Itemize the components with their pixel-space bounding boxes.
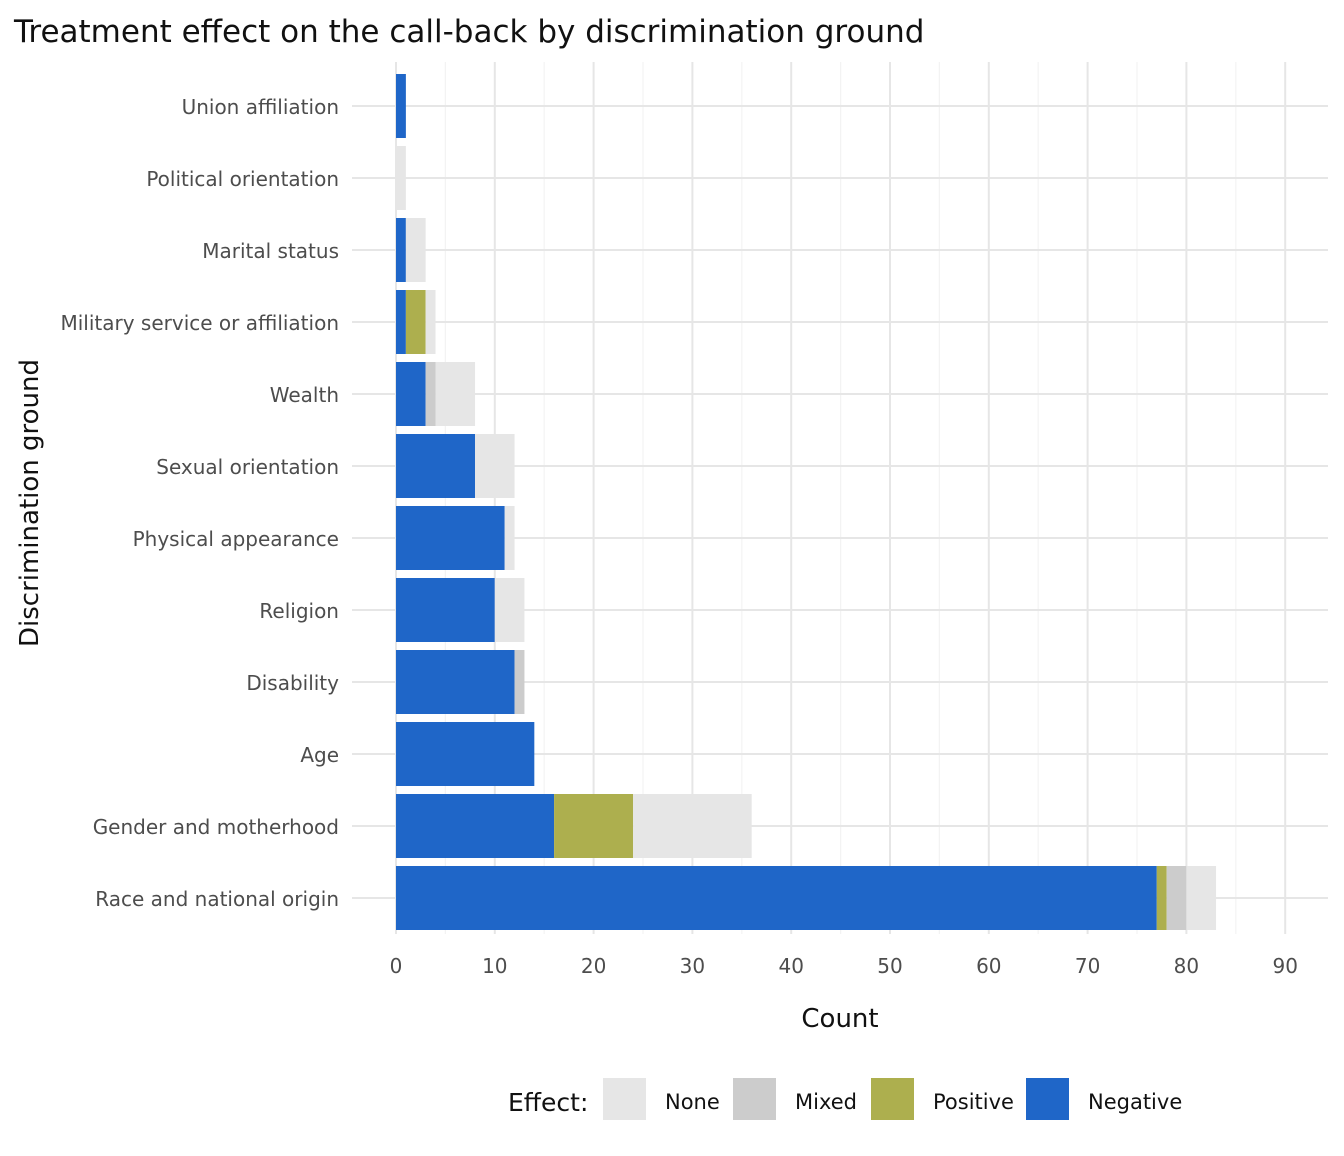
legend-title: Effect:: [508, 1088, 588, 1117]
bar-none: [425, 290, 436, 354]
y-axis-title: Discrimination ground: [15, 359, 45, 647]
y-tick-label: Religion: [259, 599, 339, 623]
legend-key-none: [603, 1078, 646, 1120]
legend-label-none: None: [665, 1090, 720, 1114]
bar-negative: [396, 506, 505, 570]
bar-negative: [396, 578, 495, 642]
legend-key-positive: [871, 1078, 914, 1120]
legend-label-negative: Negative: [1088, 1090, 1182, 1114]
x-tick-label: 90: [1272, 954, 1297, 978]
x-tick-label: 80: [1174, 954, 1199, 978]
bar-mixed: [425, 362, 436, 426]
y-tick-label: Wealth: [270, 383, 339, 407]
bar-negative: [396, 218, 406, 282]
y-tick-label: Gender and motherhood: [93, 815, 339, 839]
y-axis-ticks: Union affiliation Political orientation Ma…: [60, 95, 339, 911]
bar-mixed: [1166, 866, 1187, 930]
x-axis-title: Count: [801, 1004, 878, 1034]
legend-label-mixed: Mixed: [795, 1090, 857, 1114]
bar-positive: [554, 794, 634, 858]
x-tick-label: 10: [482, 954, 507, 978]
bar-negative: [396, 362, 426, 426]
bar-positive: [405, 290, 426, 354]
x-tick-label: 40: [778, 954, 803, 978]
bar-negative: [396, 722, 535, 786]
legend-label-positive: Positive: [933, 1090, 1014, 1114]
grid: [352, 62, 1328, 934]
bar-none: [1186, 866, 1217, 930]
y-tick-label: Union affiliation: [182, 95, 339, 119]
y-tick-label: Military service or affiliation: [60, 311, 339, 335]
bar-none: [475, 434, 515, 498]
bar-none: [435, 362, 476, 426]
y-tick-label: Age: [300, 743, 339, 767]
y-tick-label: Physical appearance: [133, 527, 339, 551]
y-tick-label: Marital status: [202, 239, 339, 263]
x-tick-label: 30: [680, 954, 705, 978]
legend-key-mixed: [733, 1078, 776, 1120]
bars: [396, 74, 1217, 930]
bar-none: [494, 578, 525, 642]
x-axis-ticks: 0 10 20 30 40 50 60 70 80 90: [390, 954, 1298, 978]
x-tick-label: 20: [581, 954, 606, 978]
y-tick-label: Political orientation: [146, 167, 339, 191]
legend-key-negative: [1026, 1078, 1069, 1120]
x-tick-label: 70: [1075, 954, 1100, 978]
x-tick-label: 0: [390, 954, 403, 978]
bar-negative: [396, 74, 406, 138]
bar-mixed: [514, 650, 525, 714]
x-tick-label: 60: [976, 954, 1001, 978]
bar-none: [504, 506, 515, 570]
chart-title: Treatment effect on the call-back by dis…: [13, 14, 924, 50]
bar-none: [396, 146, 406, 210]
x-tick-label: 50: [877, 954, 902, 978]
legend: Effect: None Mixed Positive Negative: [508, 1078, 1182, 1120]
bar-negative: [396, 434, 476, 498]
y-tick-label: Disability: [246, 671, 339, 695]
bar-negative: [396, 866, 1157, 930]
bar-negative: [396, 290, 406, 354]
y-tick-label: Sexual orientation: [156, 455, 339, 479]
bar-positive: [1156, 866, 1167, 930]
bar-none: [633, 794, 752, 858]
y-tick-label: Race and national origin: [95, 887, 339, 911]
bar-negative: [396, 650, 515, 714]
bar-none: [405, 218, 426, 282]
bar-negative: [396, 794, 555, 858]
